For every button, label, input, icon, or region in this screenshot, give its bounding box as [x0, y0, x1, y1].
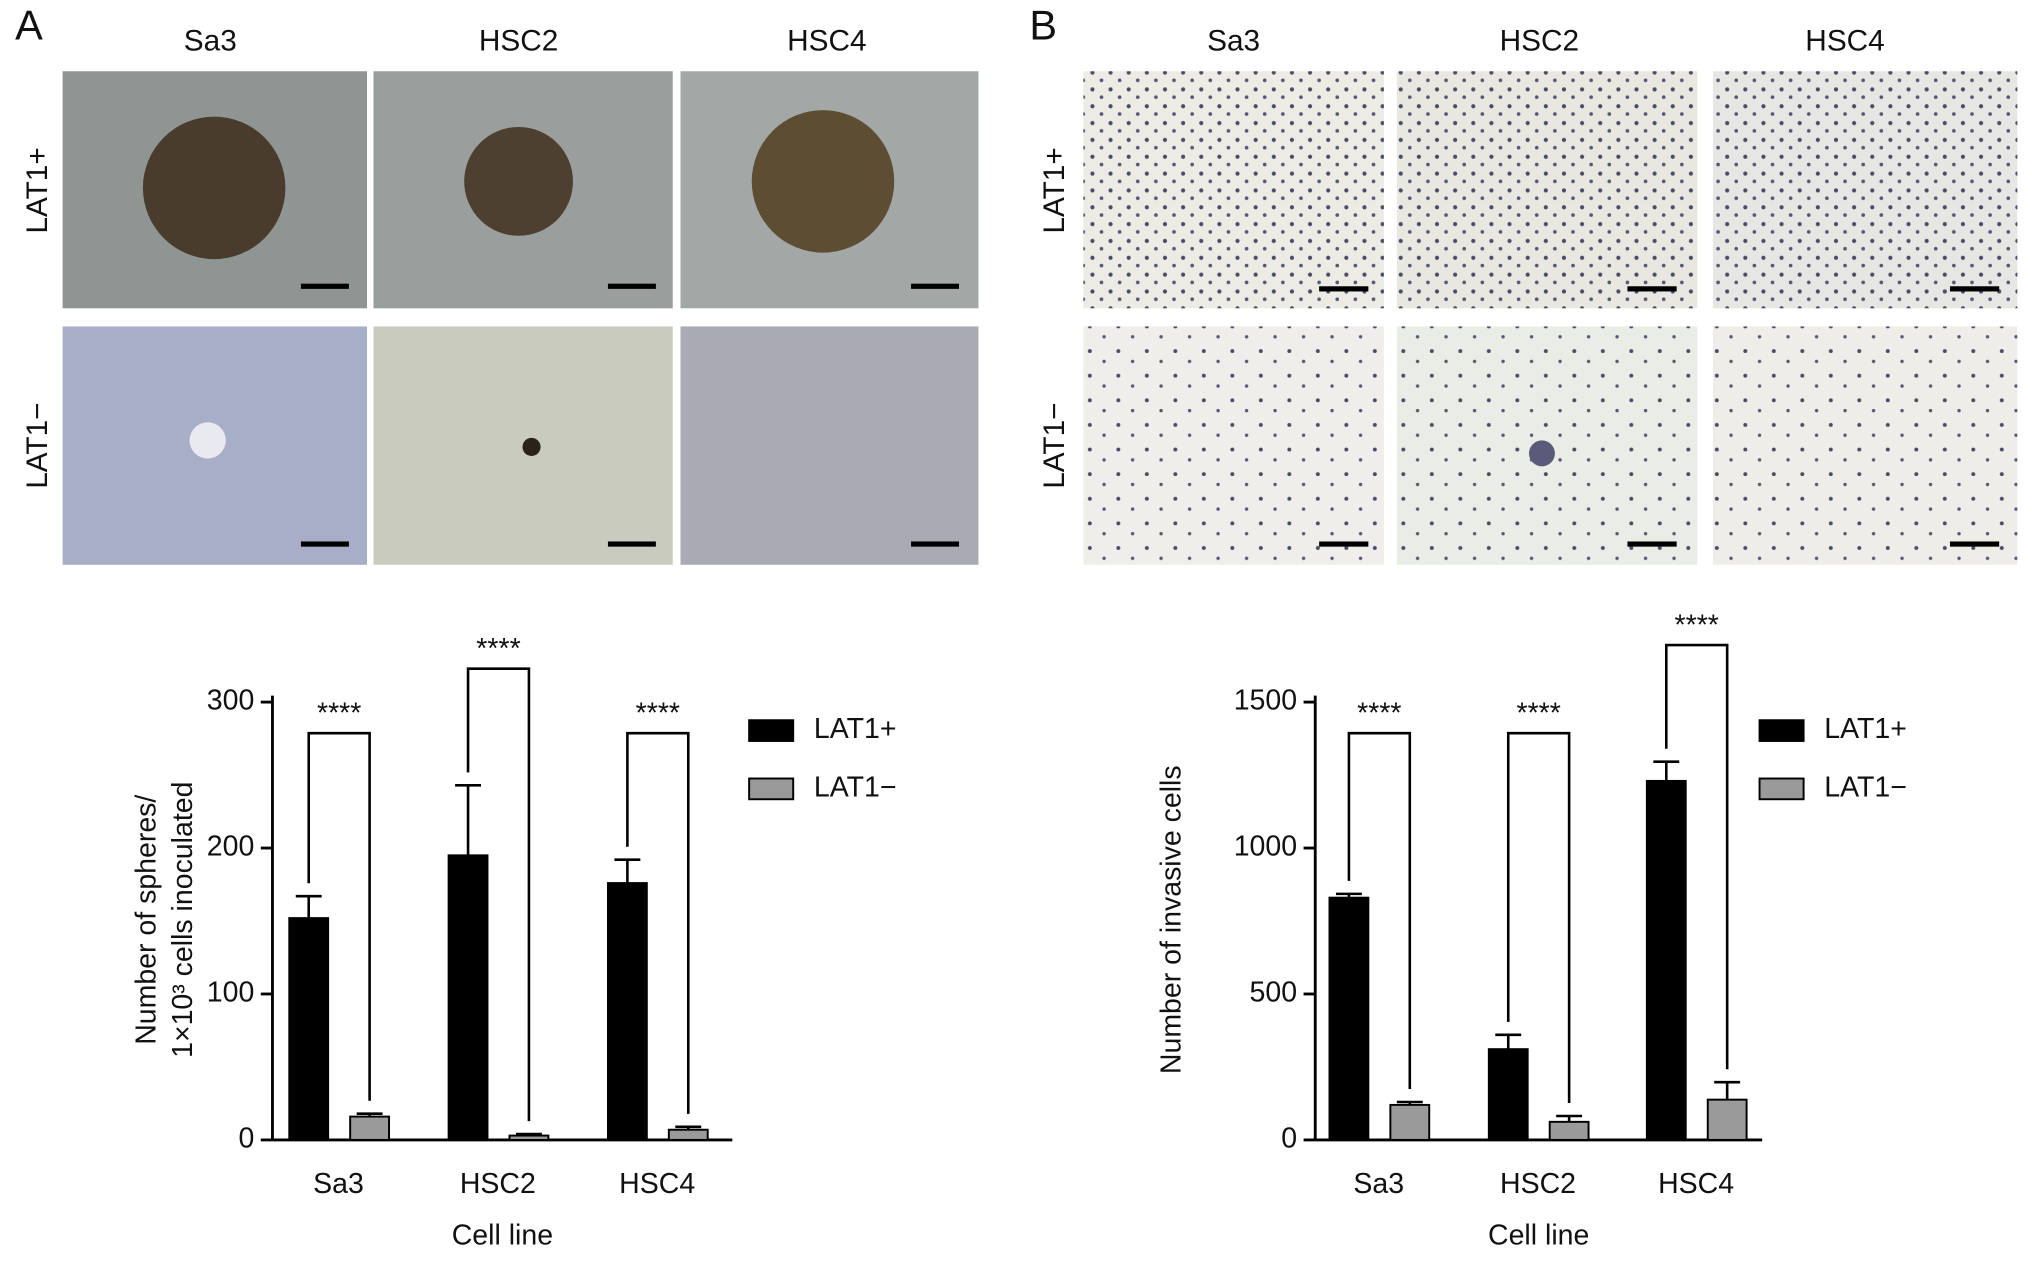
column-header: Sa3	[1207, 25, 1260, 58]
significance-bracket	[307, 731, 371, 1101]
row-label: LAT1+	[1038, 147, 1071, 233]
panel-label: B	[1029, 1, 1057, 48]
bar	[288, 917, 330, 1141]
column-header: HSC2	[1500, 25, 1579, 58]
x-tick-label: HSC4	[619, 1168, 695, 1200]
row-label: LAT1−	[21, 402, 54, 488]
significance-bracket	[626, 731, 690, 1114]
legend-swatch	[1758, 777, 1805, 801]
bar	[1487, 1048, 1529, 1141]
column-header: HSC2	[479, 25, 558, 58]
bar	[447, 854, 489, 1141]
y-tick-label: 1500	[1234, 685, 1297, 717]
bar	[667, 1128, 709, 1141]
y-tick-label: 100	[207, 977, 255, 1009]
significance-bracket	[1664, 643, 1729, 1070]
bar	[508, 1134, 550, 1141]
significance-label: ****	[476, 633, 520, 665]
y-tick-label: 0	[238, 1122, 254, 1154]
micrographs-a	[62, 71, 979, 565]
micrographs-b	[1083, 71, 2018, 565]
legend-swatch	[748, 777, 795, 801]
column-header: HSC4	[787, 25, 866, 58]
panel-label: A	[15, 1, 43, 48]
legend-label: LAT1+	[814, 713, 897, 745]
x-tick-label: Sa3	[313, 1168, 364, 1200]
bar	[1706, 1098, 1748, 1141]
legend-label: LAT1−	[814, 771, 897, 803]
legend-swatch	[1758, 719, 1805, 742]
x-tick-label: HSC2	[1500, 1168, 1576, 1200]
x-tick-label: Sa3	[1353, 1168, 1404, 1200]
significance-label: ****	[1675, 609, 1719, 641]
significance-label: ****	[636, 698, 680, 730]
y-tick-label: 500	[1250, 977, 1298, 1009]
legend-label: LAT1+	[1824, 713, 1907, 745]
bar	[1328, 896, 1370, 1141]
x-tick-label: HSC4	[1658, 1168, 1734, 1200]
y-axis-label: Number of invasive cells	[1155, 765, 1187, 1074]
significance-bracket	[466, 667, 531, 1122]
legend-swatch	[748, 719, 795, 742]
x-axis-label: Cell line	[452, 1220, 553, 1252]
x-tick-label: HSC2	[460, 1168, 536, 1200]
legend-label: LAT1−	[1824, 771, 1907, 803]
significance-bracket	[1506, 731, 1571, 1104]
bar	[349, 1115, 391, 1141]
y-tick-label: 1000	[1234, 831, 1297, 863]
y-tick-label: 200	[207, 831, 255, 863]
bar	[1548, 1120, 1590, 1141]
y-tick-label: 0	[1281, 1122, 1297, 1154]
significance-label: ****	[1357, 698, 1401, 730]
significance-bracket	[1347, 731, 1412, 1090]
x-axis-label: Cell line	[1488, 1220, 1589, 1252]
y-axis-label: Number of spheres/	[131, 795, 163, 1045]
bar	[1645, 779, 1687, 1141]
y-tick-label: 300	[207, 685, 255, 717]
y-axis-label: 1×10³ cells inoculated	[167, 782, 199, 1058]
row-label: LAT1+	[21, 147, 54, 233]
significance-label: ****	[317, 698, 361, 730]
bar	[606, 882, 648, 1141]
significance-label: ****	[1517, 698, 1561, 730]
bar	[1389, 1103, 1431, 1141]
column-header: HSC4	[1805, 25, 1884, 58]
column-header: Sa3	[184, 25, 237, 58]
row-label: LAT1−	[1038, 402, 1071, 488]
